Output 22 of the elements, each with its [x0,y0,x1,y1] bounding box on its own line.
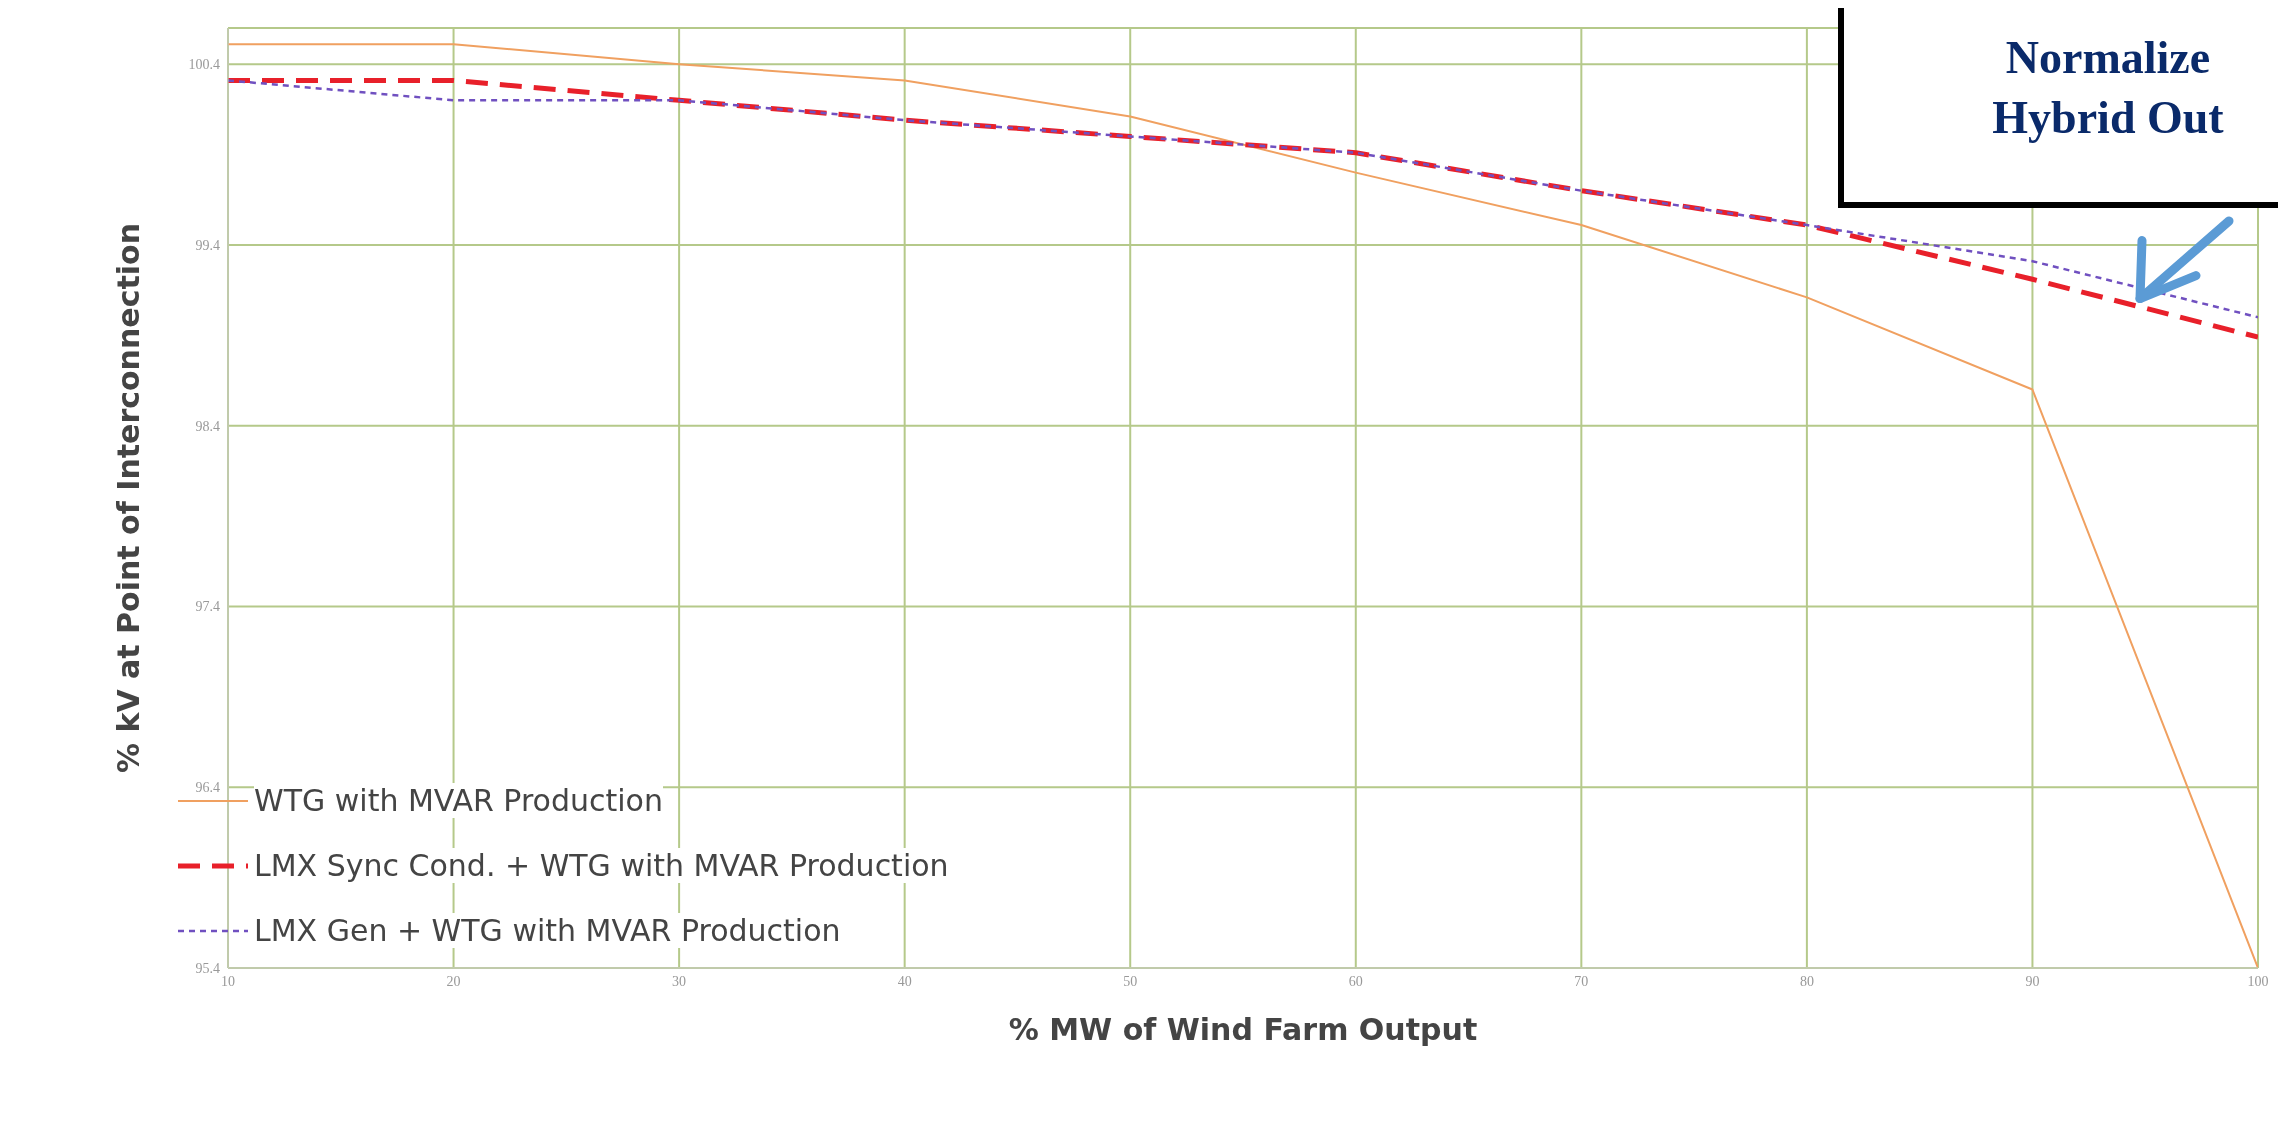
x-tick-label: 90 [2025,973,2040,989]
x-tick-label: 10 [221,973,235,989]
x-axis-title: % MW of Wind Farm Output [1008,1012,1478,1047]
y-tick-label: 95.4 [195,960,220,976]
legend-label: LMX Gen + WTG with MVAR Production [254,913,841,948]
x-tick-label: 50 [1123,973,1138,989]
annotation: Normalize Hybrid Out [1991,31,2225,145]
x-tick-label: 60 [1348,973,1363,989]
y-tick-label: 100.4 [188,57,220,73]
y-tick-label: 99.4 [195,237,220,253]
x-tick-label: 20 [446,973,461,989]
y-tick-label: 96.4 [195,780,220,796]
y-axis-title: % kV at Point of Interconnection [110,222,146,774]
y-tick-label: 97.4 [195,599,220,615]
x-tick-label: 70 [1574,973,1589,989]
x-tick-label: 80 [1799,973,1814,989]
y-tick-label: 98.4 [195,418,220,434]
legend-label: LMX Sync Cond. + WTG with MVAR Production [254,848,949,883]
legend-label: WTG with MVAR Production [254,783,663,818]
x-tick-label: 40 [897,973,912,989]
x-tick-label: 100 [2247,973,2269,989]
x-tick-label: 30 [672,973,687,989]
